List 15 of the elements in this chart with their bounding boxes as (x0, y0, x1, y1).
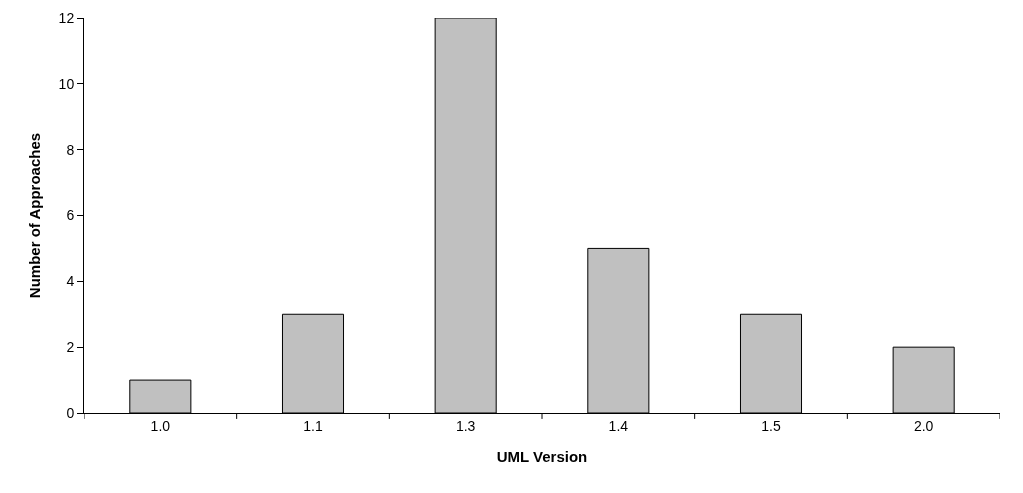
y-axis-title: Number of Approaches (25, 132, 43, 299)
y-tick-label: 0 (66, 404, 75, 421)
y-tick-label: 12 (58, 9, 75, 26)
x-axis-title: UML Version (496, 447, 588, 465)
y-tick-label: 4 (66, 273, 75, 290)
x-tick-label: 1.3 (455, 417, 476, 434)
x-tick-label: 1.0 (150, 417, 171, 434)
y-tick-label: 2 (66, 339, 75, 356)
y-tick-label: 8 (66, 141, 75, 158)
y-tick-label: 6 (66, 207, 75, 224)
x-tick-label: 2.0 (913, 417, 934, 434)
x-tick-label: 1.5 (761, 417, 781, 434)
y-tick-label: 10 (58, 75, 75, 92)
x-tick-label: 1.1 (303, 417, 323, 434)
x-tick-label: 1.4 (608, 417, 629, 434)
